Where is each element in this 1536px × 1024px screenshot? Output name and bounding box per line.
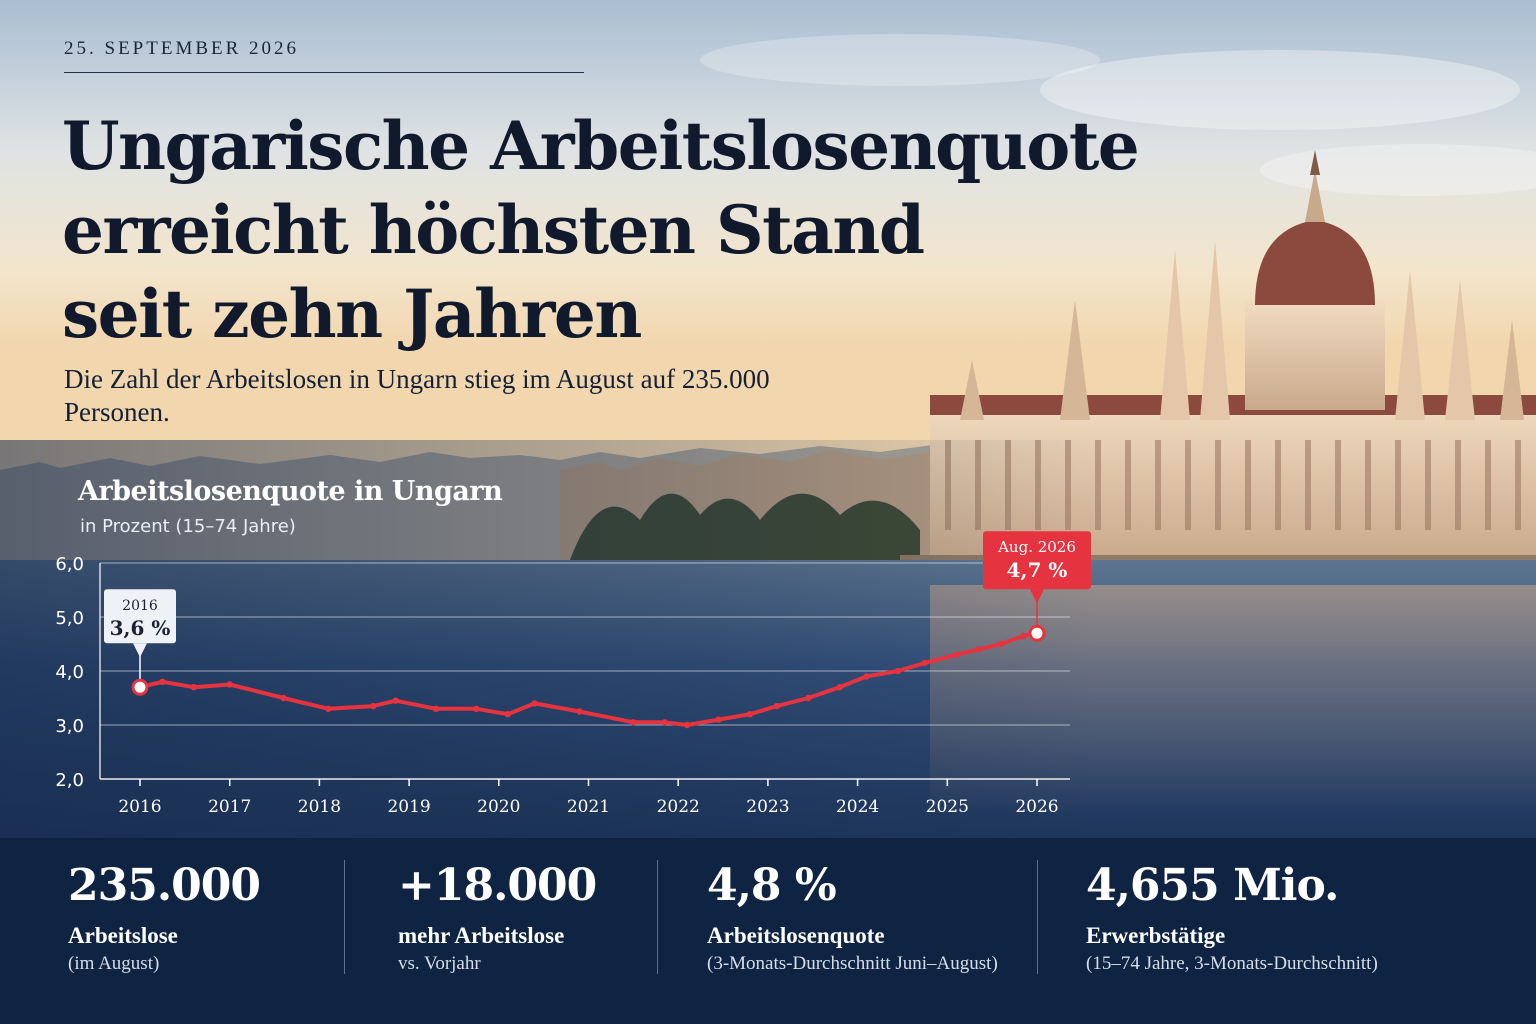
y-tick-label: 4,0 xyxy=(55,662,84,683)
stat-value: 235.000 xyxy=(68,860,261,911)
x-tick-label: 2022 xyxy=(657,797,700,817)
stat-note: (im August) xyxy=(68,953,160,974)
data-point xyxy=(683,721,691,729)
stat-note: vs. Vorjahr xyxy=(398,953,481,974)
x-tick-label: 2020 xyxy=(477,797,520,817)
headline-line: Ungarische Arbeitslosenquote xyxy=(62,107,1140,185)
stat-increase: +18.000 mehr Arbeitslose vs. Vorjahr xyxy=(398,838,597,975)
data-point xyxy=(715,716,722,723)
x-tick-label: 2024 xyxy=(836,797,879,817)
data-point xyxy=(863,673,870,680)
headline: Ungarische Arbeitslosenquote erreicht hö… xyxy=(62,104,1162,356)
data-point xyxy=(159,678,166,685)
callout-pointer xyxy=(133,643,147,658)
x-tick-label: 2019 xyxy=(387,797,430,817)
stat-value: 4,8 % xyxy=(707,860,837,911)
stat-value: +18.000 xyxy=(398,860,597,911)
date-divider xyxy=(64,72,584,73)
y-tick-label: 5,0 xyxy=(55,608,84,629)
stat-label: Arbeitslose xyxy=(68,923,178,948)
chart-title: Arbeitslosenquote in Ungarn xyxy=(78,476,503,507)
stat-divider xyxy=(344,860,345,974)
callout-box xyxy=(104,589,176,644)
callout-box xyxy=(983,531,1091,590)
data-point xyxy=(325,705,332,712)
x-tick-label: 2021 xyxy=(567,797,610,817)
highlight-point xyxy=(1028,624,1046,642)
x-tick-label: 2023 xyxy=(746,797,789,817)
data-point xyxy=(504,711,511,718)
callout-pointer xyxy=(1030,589,1044,604)
data-point xyxy=(836,684,843,691)
headline-line: erreicht höchsten Stand xyxy=(62,191,925,269)
data-point xyxy=(997,640,1005,648)
data-point xyxy=(190,684,198,691)
stat-label: Arbeitslosenquote xyxy=(707,923,885,948)
data-point xyxy=(392,697,399,704)
stat-value: 4,655 Mio. xyxy=(1086,860,1339,911)
data-point xyxy=(473,705,480,712)
stat-note: (15–74 Jahre, 3-Monats-Durchschnitt) xyxy=(1086,953,1378,974)
stat-rate: 4,8 % Arbeitslosenquote (3-Monats-Durchs… xyxy=(707,838,998,975)
highlight-point xyxy=(131,678,149,696)
y-tick-label: 6,0 xyxy=(55,554,84,575)
headline-line: seit zehn Jahren xyxy=(62,275,642,353)
stat-divider xyxy=(657,860,658,974)
data-point xyxy=(226,681,233,688)
data-point xyxy=(630,719,637,726)
data-point xyxy=(975,646,982,653)
x-tick-label: 2016 xyxy=(118,797,161,817)
stat-divider xyxy=(1037,860,1038,974)
data-point xyxy=(953,651,960,658)
stat-note: (3-Monats-Durchschnitt Juni–August) xyxy=(707,953,998,974)
data-point xyxy=(576,708,583,715)
data-point xyxy=(432,705,440,712)
data-point xyxy=(280,694,287,702)
x-tick-label: 2025 xyxy=(926,797,969,817)
callout-value: 3,6 % xyxy=(110,616,171,640)
callout-label: Aug. 2026 xyxy=(997,538,1076,556)
key-figures-bar: 235.000 Arbeitslose (im August) +18.000 … xyxy=(0,838,1536,1024)
x-tick-label: 2018 xyxy=(298,797,341,817)
stat-unemployed: 235.000 Arbeitslose (im August) xyxy=(68,838,261,975)
data-point xyxy=(1020,632,1027,640)
data-point xyxy=(661,719,668,726)
callout-label: 2016 xyxy=(122,598,158,614)
data-point xyxy=(921,659,929,667)
subheadline: Die Zahl der Arbeitslosen in Ungarn stie… xyxy=(64,364,770,427)
data-point xyxy=(894,667,902,675)
data-point xyxy=(531,700,538,707)
y-tick-label: 2,0 xyxy=(55,770,84,791)
series-line xyxy=(138,631,1039,727)
stat-label: mehr Arbeitslose xyxy=(398,923,565,948)
x-tick-label: 2017 xyxy=(208,797,251,817)
dateline: 25. SEPTEMBER 2026 xyxy=(64,38,300,59)
callout-value: 4,7 % xyxy=(1007,558,1068,582)
stat-label: Erwerbstätige xyxy=(1086,923,1226,948)
chart-subtitle: in Prozent (15–74 Jahre) xyxy=(80,516,296,537)
x-tick-label: 2026 xyxy=(1015,797,1058,817)
data-point xyxy=(773,702,781,710)
y-tick-label: 3,0 xyxy=(55,716,84,737)
stat-employed: 4,655 Mio. Erwerbstätige (15–74 Jahre, 3… xyxy=(1086,838,1378,975)
data-point xyxy=(370,702,377,710)
data-point xyxy=(746,711,754,718)
data-point xyxy=(805,694,812,702)
